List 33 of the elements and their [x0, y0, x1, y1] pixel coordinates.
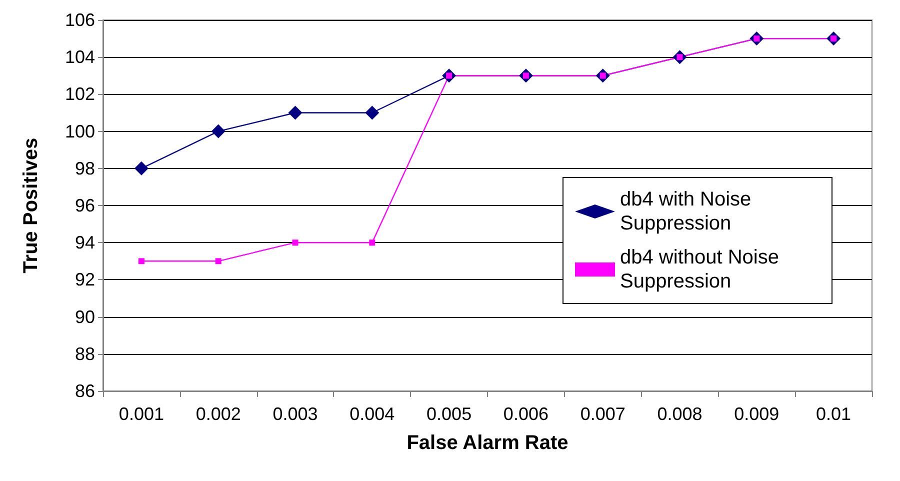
y-tick-label: 88 — [74, 344, 95, 364]
legend-label: db4 without Noise Suppression — [620, 246, 785, 292]
y-axis-title: True Positives — [20, 138, 42, 274]
x-tick-label: 0.003 — [272, 404, 318, 424]
x-tick-label: 0.006 — [503, 404, 548, 424]
y-tick-label: 96 — [74, 196, 95, 216]
point — [365, 106, 380, 120]
point — [369, 240, 376, 246]
x-axis-title: False Alarm Rate — [406, 432, 568, 454]
x-tick-label: 0.001 — [118, 404, 164, 424]
point — [138, 258, 144, 264]
y-tick-label: 106 — [64, 10, 95, 30]
y-tick-label: 86 — [74, 381, 95, 401]
x-tick-label: 0.004 — [350, 404, 395, 424]
x-tick-label: 0.002 — [196, 404, 241, 424]
x-tick-label: 0.007 — [580, 404, 626, 424]
point — [215, 258, 222, 264]
y-tick-label: 90 — [74, 306, 95, 327]
x-tick-label: 0.008 — [657, 404, 702, 424]
legend-label: db4 with Noise Suppression — [620, 188, 757, 234]
x-tick-label: 0.01 — [816, 404, 852, 424]
y-tick-label: 92 — [74, 270, 95, 290]
y-tick-label: 102 — [64, 84, 95, 104]
y-tick-label: 104 — [64, 47, 95, 68]
point — [292, 240, 298, 246]
point — [134, 161, 148, 176]
y-tick-label: 100 — [64, 121, 95, 142]
y-tick-label: 98 — [74, 158, 95, 178]
point — [211, 124, 226, 138]
x-tick-label: 0.009 — [734, 404, 780, 424]
point — [288, 106, 302, 120]
y-tick-label: 94 — [74, 232, 95, 253]
x-tick-label: 0.005 — [426, 404, 472, 424]
